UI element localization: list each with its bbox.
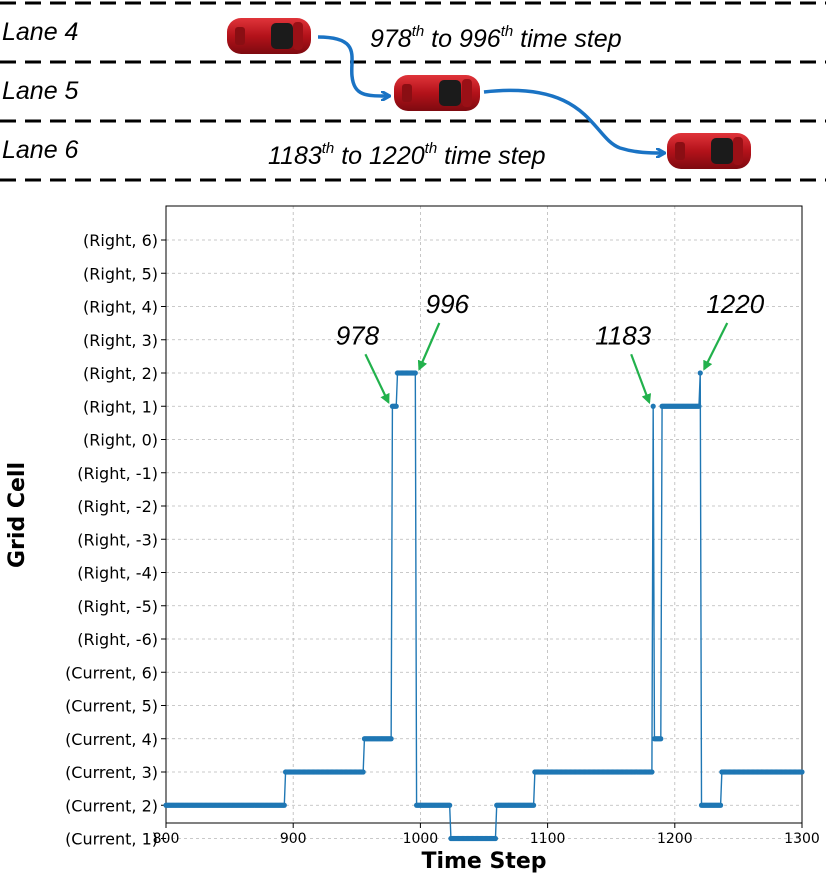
x-tick-label: 1100	[530, 831, 566, 847]
caption-second-maneuver: 1183th to 1220th time step	[268, 140, 546, 170]
y-tick-label: (Right, -3)	[77, 530, 158, 549]
y-tick-label: (Current, 6)	[65, 663, 158, 682]
x-tick-label: 1200	[657, 831, 693, 847]
data-point	[393, 403, 399, 409]
lane-5-label: Lane 5	[2, 77, 79, 105]
annotation-arrow	[630, 353, 652, 405]
data-point	[412, 370, 418, 376]
data-point	[492, 835, 499, 842]
y-tick-label: (Current, 3)	[65, 763, 158, 782]
data-point	[649, 769, 655, 775]
data-point	[696, 403, 702, 409]
y-tick-label: (Current, 2)	[65, 796, 158, 815]
caption-first-maneuver: 978th to 996th time step	[370, 23, 622, 53]
car-icon	[227, 18, 311, 54]
y-tick-label: (Right, -4)	[77, 564, 158, 583]
y-tick-label: (Right, 6)	[83, 231, 158, 250]
y-tick-label: (Right, 3)	[83, 331, 158, 350]
grid-cell-chart: (Current, 1) (Current, 2) (Current, 3) (Cur…	[5, 205, 820, 874]
y-tick-label: (Current, 4)	[65, 730, 158, 749]
lane-4-label: Lane 4	[2, 18, 78, 46]
y-tick-label: (Right, 4)	[83, 298, 158, 317]
data-point	[658, 736, 664, 742]
data-point	[281, 802, 287, 808]
y-tick-label: (Right, -2)	[77, 497, 158, 516]
data-point	[447, 802, 453, 808]
y-tick-label: (Right, 2)	[83, 364, 158, 383]
data-point	[360, 769, 366, 775]
annotation-label: 978	[336, 320, 380, 350]
data-point	[388, 736, 394, 742]
y-tick-label: (Right, 1)	[83, 397, 158, 416]
annotation-arrow	[703, 322, 729, 371]
plot-frame	[165, 205, 803, 824]
series-line	[163, 370, 805, 842]
y-tick-label: (Right, -1)	[77, 464, 158, 483]
x-axis-title: Time Step	[421, 849, 546, 874]
lane-change-arrow	[483, 88, 663, 153]
annotation-arrow	[364, 353, 390, 405]
y-tick-label: (Current, 1)	[65, 830, 158, 849]
car-icon	[667, 133, 751, 169]
data-point	[717, 802, 724, 808]
y-tick-label: (Right, 0)	[83, 431, 158, 450]
x-tick-label: 900	[280, 831, 307, 847]
y-axis-title: Grid Cell	[5, 462, 30, 568]
y-tick-labels: (Current, 1) (Current, 2) (Current, 3) (Cur…	[65, 231, 166, 849]
annotation-label: 1220	[706, 289, 764, 319]
lane-6-label: Lane 6	[2, 136, 79, 164]
annotation-label: 996	[426, 289, 470, 319]
x-tick-labels: 800 900 1000 1100 1200 1300	[153, 823, 820, 847]
data-point	[697, 370, 703, 376]
annotation-arrow	[417, 322, 441, 371]
lane-diagram: Lane 4 Lane 5 Lane 6 978th to 996th time…	[0, 1, 826, 182]
y-tick-label: (Right, 5)	[83, 264, 158, 283]
x-tick-label: 1000	[403, 831, 439, 847]
data-point	[531, 802, 537, 808]
x-tick-label: 800	[153, 831, 180, 847]
annotation-label: 1183	[595, 320, 651, 350]
lane-change-arrow	[317, 35, 388, 96]
data-point	[650, 403, 656, 409]
y-tick-label: (Current, 5)	[65, 697, 158, 716]
car-icon	[394, 75, 480, 111]
x-tick-label: 1300	[784, 831, 820, 847]
annotations: 978 996 1183 1220	[336, 289, 765, 405]
data-point	[799, 769, 805, 775]
y-tick-label: (Right, -6)	[77, 630, 158, 649]
y-tick-label: (Right, -5)	[77, 597, 158, 616]
